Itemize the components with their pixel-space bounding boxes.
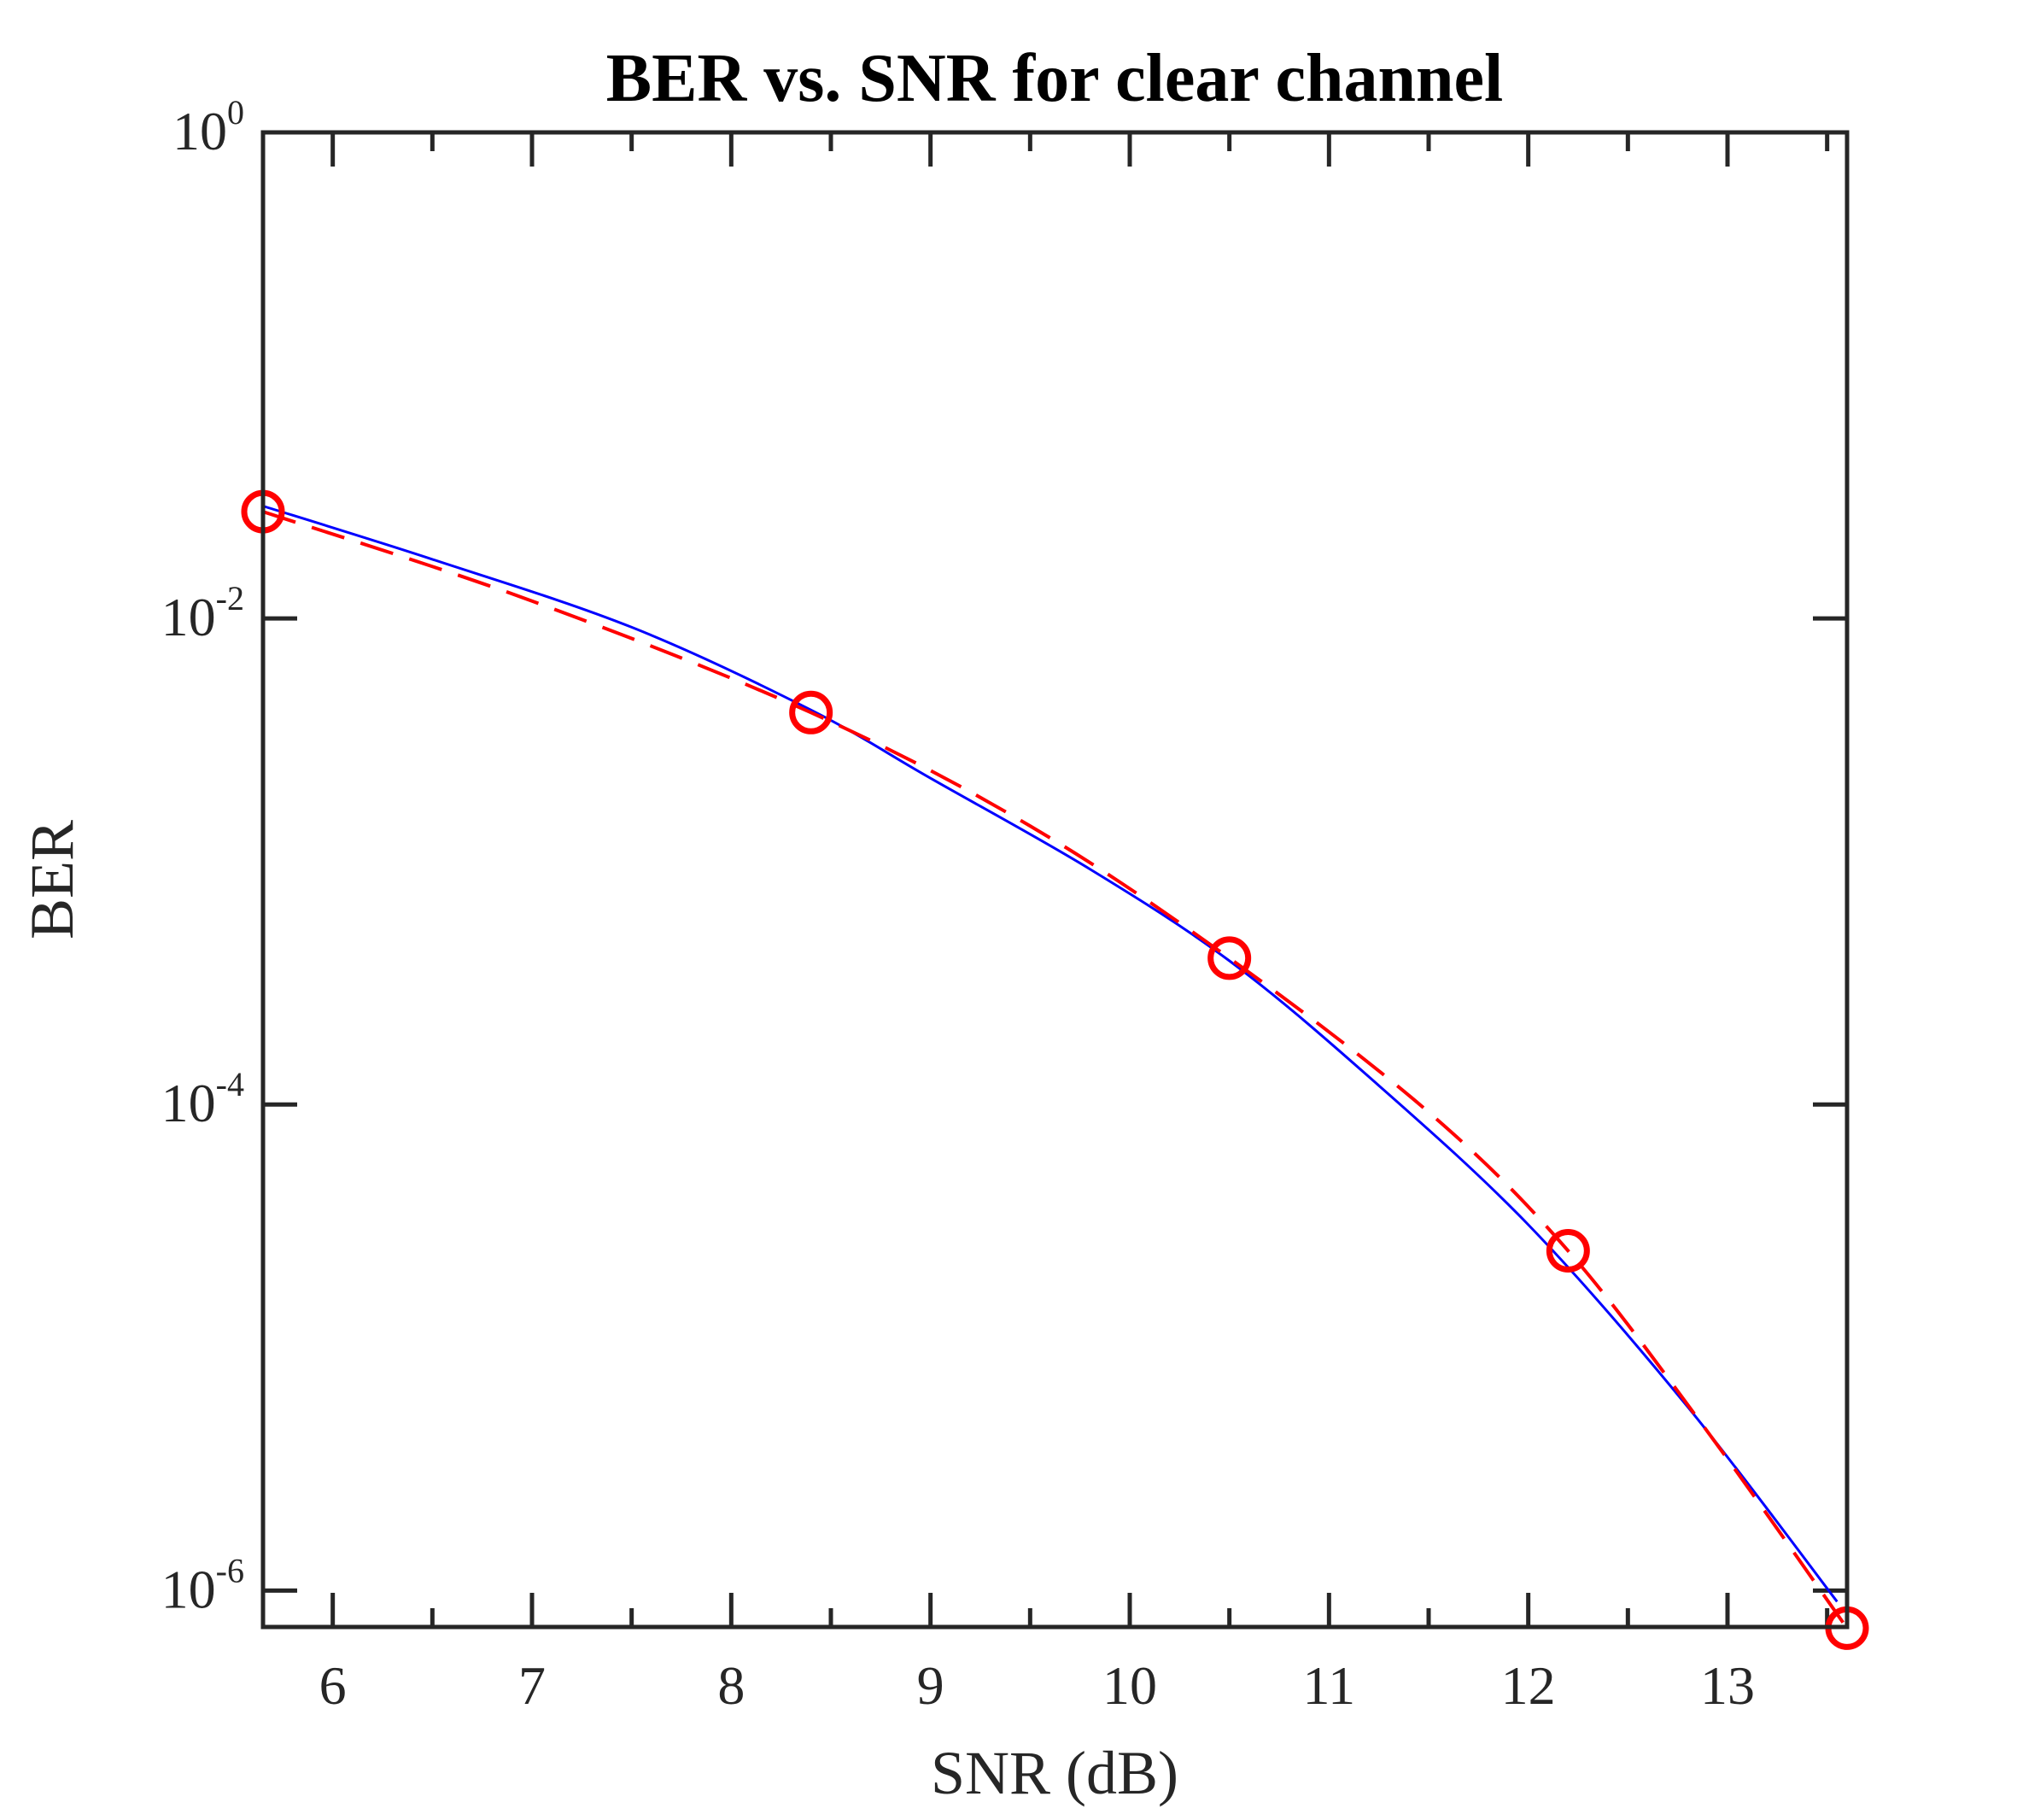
y-tick-label: 10-2 xyxy=(161,579,244,647)
x-tick-labels: 6 7 8 9 10 11 12 13 xyxy=(319,1655,1755,1716)
data-point-marker xyxy=(789,690,833,734)
y-axis-label: BER xyxy=(18,820,86,939)
y-tick-label: 10-4 xyxy=(161,1065,244,1133)
x-tick-label: 6 xyxy=(319,1655,347,1716)
x-tick-label: 12 xyxy=(1501,1655,1556,1716)
x-tick-label: 9 xyxy=(917,1655,944,1716)
plot-frame xyxy=(260,130,1850,1630)
solid-series-line xyxy=(262,505,1839,1603)
data-point-marker xyxy=(1546,1229,1590,1273)
y-tick-labels: 100 10-2 10-4 10-6 xyxy=(161,93,244,1619)
x-tick-label: 13 xyxy=(1700,1655,1755,1716)
series-layer xyxy=(241,489,1869,1650)
x-tick-label: 7 xyxy=(518,1655,546,1716)
x-tick-label: 11 xyxy=(1303,1655,1356,1716)
y-tick-label: 100 xyxy=(172,93,244,161)
chart-title: BER vs. SNR for clear channel xyxy=(606,41,1503,116)
ticks-layer xyxy=(263,130,1847,1627)
plot-background xyxy=(263,132,1847,1627)
x-axis-label: SNR (dB) xyxy=(931,1739,1178,1807)
x-tick-label: 10 xyxy=(1102,1655,1157,1716)
x-tick-label: 8 xyxy=(717,1655,745,1716)
data-point-marker xyxy=(1207,936,1252,980)
y-tick-label: 10-6 xyxy=(161,1551,244,1619)
